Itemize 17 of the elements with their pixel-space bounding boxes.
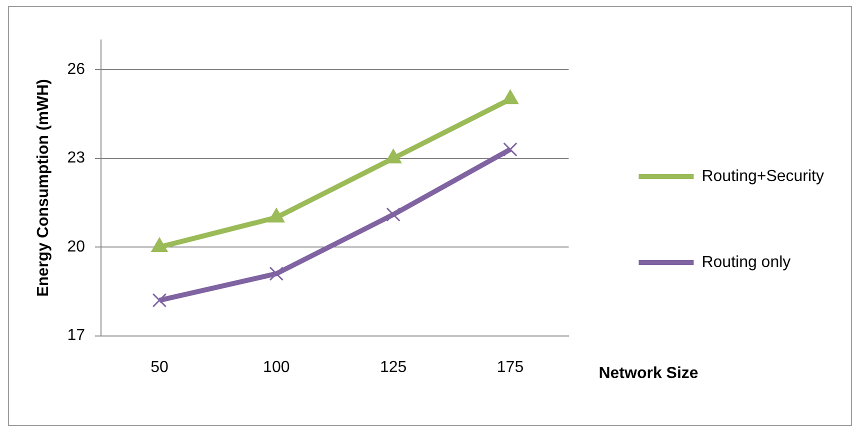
y-tick-label: 23 xyxy=(67,150,86,167)
x-tick-label: 175 xyxy=(496,358,524,376)
point xyxy=(269,266,284,281)
point xyxy=(152,293,167,308)
y-tick-label: 17 xyxy=(67,327,86,344)
y-axis-title: Energy Consumption (mWH) xyxy=(35,79,52,297)
legend-label: Routing+Security xyxy=(702,168,824,185)
y-tick-label: 26 xyxy=(67,60,86,78)
point xyxy=(151,238,168,252)
x-tick-label: 125 xyxy=(380,358,407,376)
x-axis-title: Network Size xyxy=(598,365,698,382)
y-tick-label: 20 xyxy=(67,238,86,256)
point xyxy=(386,207,400,222)
legend-label: Routing only xyxy=(702,254,791,271)
x-tick-label: 50 xyxy=(150,358,168,376)
x-tick-label: 100 xyxy=(263,358,290,376)
point xyxy=(268,208,285,222)
